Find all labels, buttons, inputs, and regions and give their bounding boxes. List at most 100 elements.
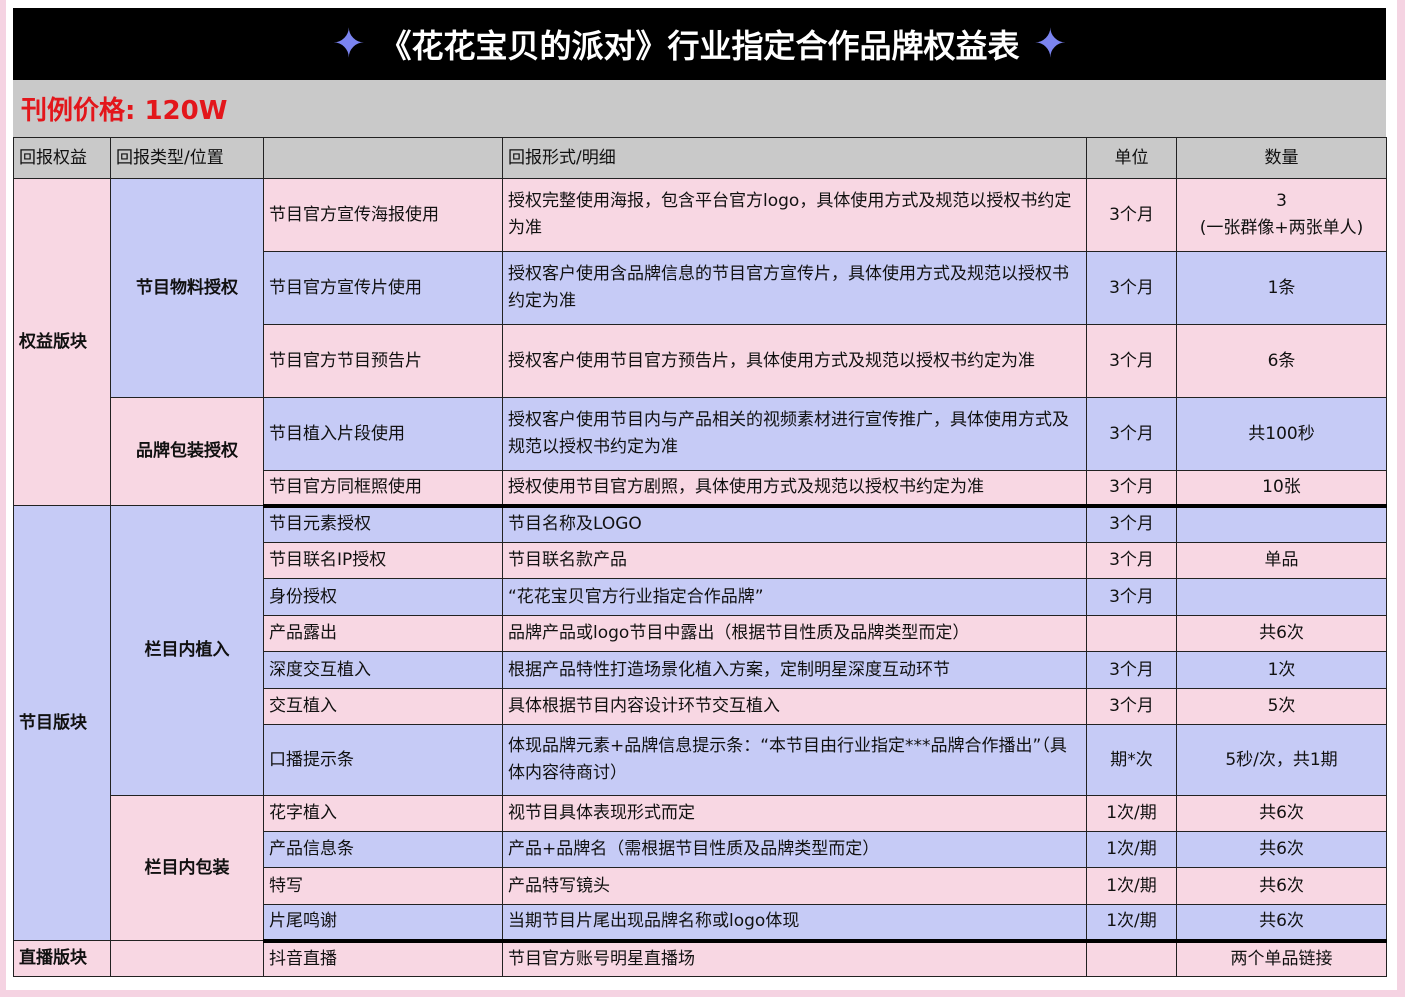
column-header: 回报形式/明细 [502,137,1087,179]
quantity-cell: 1条 [1176,251,1387,325]
quantity-cell: 共6次 [1176,831,1387,868]
quantity-cell: 10张 [1176,470,1387,508]
quantity-cell: 5秒/次，共1期 [1176,724,1387,796]
unit-cell: 期*次 [1086,724,1177,796]
table-row: 交互植入 具体根据节目内容设计环节交互植入 3个月 5次 [14,688,1387,725]
table-row: 权益版块 节目物料授权 节目官方宣传海报使用 授权完整使用海报，包含平台官方logo，… [13,178,1387,506]
item-cell: 身份授权 [263,578,503,616]
quantity-cell: 3 (一张群像+两张单人) [1176,178,1387,252]
table-row: 深度交互植入 根据产品特性打造场景化植入方案，定制明星深度互动环节 3个月 1次 [14,651,1387,689]
column-header: 数量 [1176,137,1387,179]
detail-cell: 产品+品牌名（需根据节目性质及品牌类型而定） [502,831,1087,868]
detail-cell: 授权使用节目官方剧照，具体使用方式及规范以授权书约定为准 [502,470,1087,508]
quantity-cell: 单品 [1176,542,1387,579]
detail-cell: 品牌产品或logo节目中露出（根据节目性质及品牌类型而定） [502,615,1087,652]
detail-cell: 节目名称及LOGO [502,505,1087,543]
page-title: 《花花宝贝的派对》行业指定合作品牌权益表 [379,27,1020,65]
group-cell: 栏目内植入 [110,505,264,796]
detail-cell: 授权客户使用含品牌信息的节目官方宣传片，具体使用方式及规范以授权书约定为准 [502,251,1087,325]
quantity-cell: 1次 [1176,651,1387,689]
item-cell: 口播提示条 [263,724,503,796]
detail-cell: 节目官方账号明星直播场 [502,940,1087,977]
column-header: 单位 [1086,137,1177,179]
table-row: 特写 产品特写镜头 1次/期 共6次 [14,867,1387,905]
detail-cell: 根据产品特性打造场景化植入方案，定制明星深度互动环节 [502,651,1087,689]
item-cell: 片尾鸣谢 [263,904,503,943]
detail-cell: 节目联名款产品 [502,542,1087,579]
item-cell: 抖音直播 [263,940,503,977]
item-cell: 节目官方节目预告片 [263,324,503,398]
sparkle-star-icon: ✦ [331,21,366,67]
quantity-cell: 共100秒 [1176,397,1387,471]
unit-cell: 3个月 [1086,178,1177,252]
table-row: 节目官方节目预告片 授权客户使用节目官方预告片，具体使用方式及规范以授权书约定为准… [14,324,1387,398]
table-row: 产品信息条 产品+品牌名（需根据节目性质及品牌类型而定） 1次/期 共6次 [14,831,1387,868]
section-cell: 节目版块 [13,505,111,941]
table-row: 节目官方同框照使用 授权使用节目官方剧照，具体使用方式及规范以授权书约定为准 3个月… [14,470,1387,508]
price-label: 刊例价格: 120W [21,96,228,126]
unit-cell: 3个月 [1086,505,1177,543]
detail-cell: 产品特写镜头 [502,867,1087,905]
unit-cell: 1次/期 [1086,795,1177,832]
quantity-cell: 两个单品链接 [1176,940,1387,977]
table-header-row: 回报权益 回报类型/位置 回报形式/明细 单位 数量 [13,137,1387,179]
group-cell: 节目物料授权 [110,178,264,398]
unit-cell: 3个月 [1086,470,1177,508]
group-cell: 品牌包装授权 [110,397,264,506]
quantity-cell: 共6次 [1176,904,1387,943]
detail-cell: “花花宝贝官方行业指定合作品牌” [502,578,1087,616]
benefits-table: 回报权益 回报类型/位置 回报形式/明细 单位 数量 权益版块 节目物料授权 节目官方宣传海报… [13,137,1387,977]
table-row: 产品露出 品牌产品或logo节目中露出（根据节目性质及品牌类型而定） 共6次 [14,615,1387,652]
table-row: 品牌包装授权 节目植入片段使用 授权客户使用节目内与产品相关的视频素材进行宣传推广，… [14,397,1387,506]
item-cell: 花字植入 [263,795,503,832]
table-row: 片尾鸣谢 当期节目片尾出现品牌名称或logo体现 1次/期 共6次 [14,904,1387,943]
unit-cell: 3个月 [1086,688,1177,725]
unit-cell: 1次/期 [1086,904,1177,943]
item-cell: 产品信息条 [263,831,503,868]
unit-cell: 3个月 [1086,397,1177,471]
quantity-cell [1176,578,1387,616]
item-cell: 深度交互植入 [263,651,503,689]
quantity-cell: 共6次 [1176,867,1387,905]
unit-cell: 3个月 [1086,578,1177,616]
item-cell: 节目植入片段使用 [263,397,503,471]
column-header: 回报权益 [13,137,111,179]
table-row: 口播提示条 体现品牌元素+品牌信息提示条：“本节目由行业指定***品牌合作播出”（… [14,724,1387,796]
unit-cell: 1次/期 [1086,867,1177,905]
table-row: 栏目内包装 花字植入 视节目具体表现形式而定 1次/期 共6次 [14,795,1387,941]
quantity-cell: 5次 [1176,688,1387,725]
item-cell: 特写 [263,867,503,905]
sparkle-star-icon: ✦ [1033,21,1068,67]
detail-cell: 体现品牌元素+品牌信息提示条：“本节目由行业指定***品牌合作播出”（具体内容待… [502,724,1087,796]
item-cell: 节目官方宣传片使用 [263,251,503,325]
column-header: 回报类型/位置 [110,137,264,179]
unit-cell: 1次/期 [1086,831,1177,868]
detail-cell: 视节目具体表现形式而定 [502,795,1087,832]
unit-cell: 3个月 [1086,651,1177,689]
title-bar: ✦ 《花花宝贝的派对》行业指定合作品牌权益表 ✦ [13,8,1386,80]
unit-cell: 3个月 [1086,324,1177,398]
detail-cell: 授权客户使用节目内与产品相关的视频素材进行宣传推广，具体使用方式及规范以授权书约… [502,397,1087,471]
item-cell: 交互植入 [263,688,503,725]
table-row: 节目版块 栏目内植入 节目元素授权 节目名称及LOGO 3个月 [13,505,1387,941]
unit-cell: 3个月 [1086,542,1177,579]
table-row: 节目官方宣传片使用 授权客户使用含品牌信息的节目官方宣传片，具体使用方式及规范以授… [14,251,1387,325]
group-cell-empty [110,940,264,977]
detail-cell: 授权完整使用海报，包含平台官方logo，具体使用方式及规范以授权书约定为准 [502,178,1087,252]
unit-cell [1086,940,1177,977]
item-cell: 节目元素授权 [263,505,503,543]
quantity-cell: 共6次 [1176,615,1387,652]
price-bar: 刊例价格: 120W [13,80,1386,137]
column-header [263,137,503,179]
detail-cell: 具体根据节目内容设计环节交互植入 [502,688,1087,725]
item-cell: 节目联名IP授权 [263,542,503,579]
section-cell: 权益版块 [13,178,111,506]
detail-cell: 当期节目片尾出现品牌名称或logo体现 [502,904,1087,943]
quantity-cell: 共6次 [1176,795,1387,832]
item-cell: 节目官方宣传海报使用 [263,178,503,252]
item-cell: 产品露出 [263,615,503,652]
quantity-cell: 6条 [1176,324,1387,398]
unit-cell [1086,615,1177,652]
detail-cell: 授权客户使用节目官方预告片，具体使用方式及规范以授权书约定为准 [502,324,1087,398]
item-cell: 节目官方同框照使用 [263,470,503,508]
